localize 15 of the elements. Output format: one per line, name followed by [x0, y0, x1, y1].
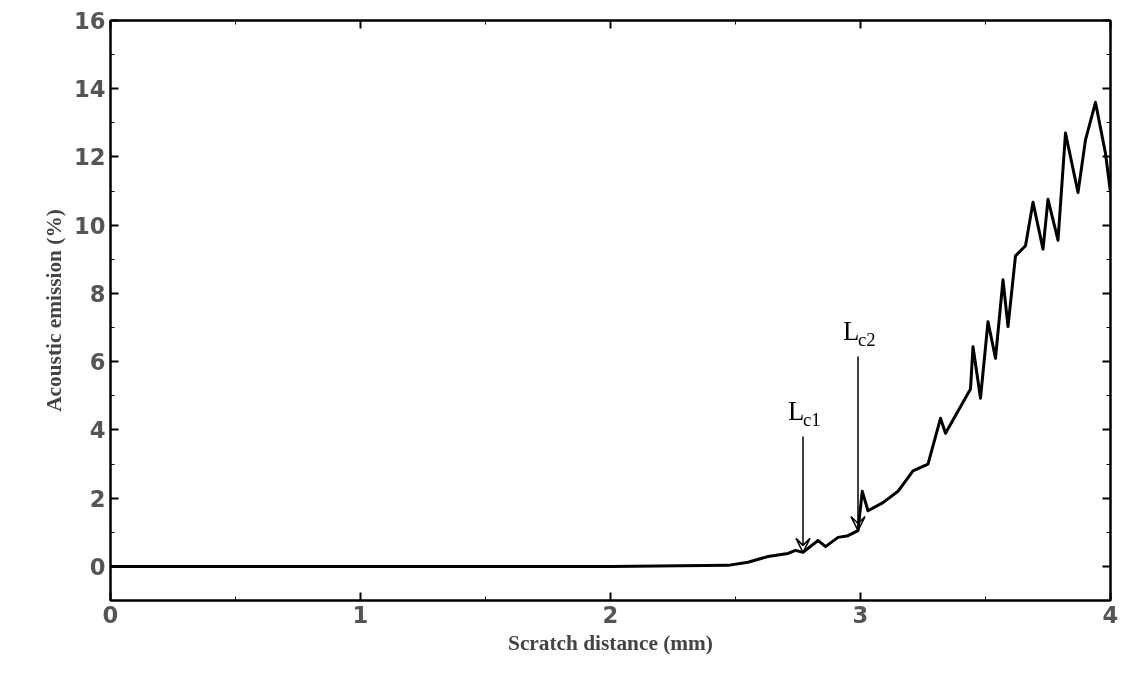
y-tick-label: 0	[89, 553, 106, 580]
y-tick-label: 14	[73, 76, 106, 103]
x-tick-label: 2	[602, 601, 619, 628]
y-axis-title: Acoustic emission (%)	[41, 209, 66, 412]
y-tick-label: 6	[89, 349, 106, 376]
y-tick-label: 16	[73, 8, 106, 34]
x-tick-label: 1	[352, 601, 369, 628]
y-tick-label: 10	[73, 212, 106, 239]
y-tick-label: 2	[89, 485, 106, 512]
x-tick-label: 4	[1102, 601, 1119, 628]
y-tick-label: 12	[73, 144, 106, 171]
y-tick-label: 4	[89, 417, 106, 444]
x-tick-label: 3	[852, 601, 869, 628]
y-tick-label: 8	[89, 280, 106, 307]
x-axis-title: Scratch distance (mm)	[508, 630, 713, 655]
